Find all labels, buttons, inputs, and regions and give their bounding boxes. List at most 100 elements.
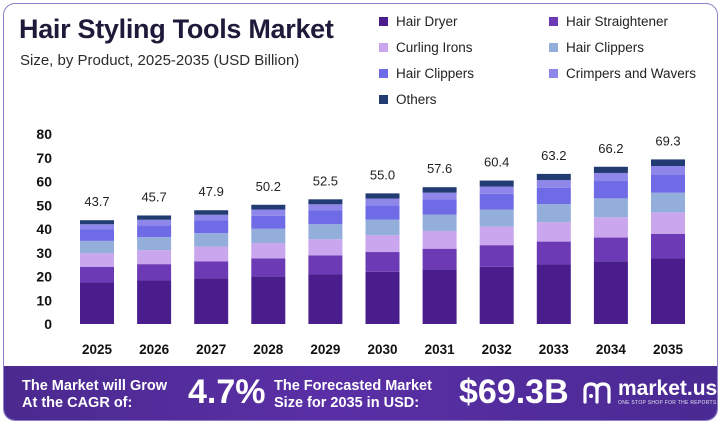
- legend-label: Curling Irons: [396, 40, 473, 55]
- bar-segment: [308, 204, 343, 211]
- bar-segment: [80, 220, 114, 225]
- bar-segment: [479, 226, 514, 246]
- bar-segment: [593, 198, 628, 218]
- bar-segment: [365, 252, 400, 272]
- bar-segment: [422, 187, 457, 193]
- bar-segment: [651, 166, 685, 175]
- total-data-label: 57.6: [427, 161, 452, 176]
- x-tick-label: 2027: [196, 342, 226, 357]
- bar-segment: [308, 210, 343, 225]
- x-tick-label: 2028: [253, 342, 284, 357]
- bar-segment: [651, 233, 685, 259]
- stacked-bar-chart: 0102030405060708043.7202545.7202647.9202…: [36, 126, 685, 357]
- legend-label: Hair Dryer: [396, 14, 458, 29]
- total-data-label: 43.7: [84, 194, 109, 209]
- bar-segment: [651, 212, 685, 234]
- bar-segment: [479, 186, 514, 194]
- bar-segment: [137, 219, 172, 226]
- total-data-label: 60.4: [484, 155, 509, 170]
- bar-segment: [479, 180, 514, 187]
- legend-item: Hair Clippers: [549, 40, 644, 55]
- legend-swatch: [379, 43, 388, 52]
- bar-segment: [137, 264, 172, 281]
- bar-segment: [422, 199, 457, 215]
- legend-swatch: [549, 17, 558, 26]
- y-tick-label: 40: [36, 221, 52, 237]
- legend-label: Others: [396, 92, 437, 107]
- bar-segment: [194, 220, 229, 234]
- y-tick-label: 30: [36, 245, 52, 261]
- legend-item: Curling Irons: [379, 40, 473, 55]
- bar-segment: [422, 230, 457, 249]
- bar-segment: [479, 209, 514, 227]
- bar-segment: [536, 180, 571, 188]
- bar-segment: [80, 224, 114, 230]
- x-tick-label: 2026: [139, 342, 170, 357]
- bar-segment: [308, 224, 343, 240]
- legend-item: Others: [379, 92, 437, 107]
- bar-segment: [251, 243, 286, 259]
- legend-item: Hair Straightener: [549, 14, 668, 29]
- cagr-caption-line1: The Market will Grow: [22, 378, 168, 394]
- total-data-label: 69.3: [655, 133, 680, 148]
- bar-segment: [365, 219, 400, 236]
- bar-segment: [308, 255, 343, 275]
- total-data-label: 45.7: [141, 189, 166, 204]
- bar-segment: [365, 205, 400, 220]
- y-tick-label: 10: [36, 292, 52, 308]
- x-tick-label: 2032: [482, 342, 512, 357]
- forecast-caption-line1: The Forecasted Market: [274, 378, 432, 394]
- forecast-caption: The Forecasted Market Size for 2035 in U…: [274, 378, 432, 412]
- chart-subtitle: Size, by Product, 2025-2035 (USD Billion…: [20, 52, 300, 69]
- legend-label: Hair Clippers: [566, 40, 645, 55]
- bar-segment: [194, 210, 229, 215]
- market-us-logo: market.us ONE STOP SHOP FOR THE REPORTS: [582, 378, 717, 406]
- bar-segment: [251, 258, 286, 277]
- bar-segment: [651, 159, 685, 167]
- bar-segment: [365, 193, 400, 199]
- bar-segment: [651, 258, 685, 324]
- bar-segment: [251, 228, 286, 244]
- y-tick-label: 20: [36, 269, 52, 285]
- forecast-value: $69.3B: [459, 373, 569, 411]
- legend-item: Hair Clippers: [379, 66, 474, 81]
- legend-swatch: [379, 17, 388, 26]
- bar-segment: [593, 172, 628, 182]
- total-data-label: 55.0: [370, 167, 395, 182]
- legend-label: Hair Straightener: [566, 14, 669, 29]
- bar-segment: [593, 237, 628, 262]
- legend-swatch: [549, 69, 558, 78]
- logo-mark-icon: [583, 381, 611, 404]
- x-tick-label: 2029: [310, 342, 340, 357]
- total-data-label: 47.9: [199, 184, 224, 199]
- total-data-label: 66.2: [598, 141, 623, 156]
- bar-segment: [194, 261, 229, 279]
- bar-segment: [536, 241, 571, 265]
- cagr-caption: The Market will Grow At the CAGR of:: [22, 378, 167, 412]
- bar-segment: [137, 215, 172, 220]
- logo-tagline: ONE STOP SHOP FOR THE REPORTS: [618, 400, 717, 406]
- legend-label: Crimpers and Wavers: [566, 66, 697, 81]
- cagr-caption-line2: At the CAGR of:: [22, 395, 133, 411]
- legend-swatch: [379, 69, 388, 78]
- bar-segment: [137, 225, 172, 238]
- x-tick-label: 2035: [653, 342, 684, 357]
- total-data-label: 50.2: [256, 179, 281, 194]
- legend-label: Hair Clippers: [396, 66, 475, 81]
- legend-item: Hair Dryer: [379, 14, 458, 29]
- bar-segment: [536, 173, 571, 181]
- bar-segment: [536, 187, 571, 205]
- bar-segment: [651, 174, 685, 193]
- y-tick-label: 60: [36, 174, 52, 190]
- bar-segment: [251, 209, 286, 216]
- bar-segment: [80, 253, 114, 267]
- x-tick-label: 2030: [367, 342, 397, 357]
- y-tick-label: 50: [36, 197, 52, 213]
- bar-segment: [194, 214, 229, 221]
- x-tick-label: 2031: [425, 342, 456, 357]
- bar-segment: [251, 276, 286, 324]
- chart-title: Hair Styling Tools Market: [19, 14, 334, 44]
- bar-segment: [593, 217, 628, 238]
- bar-segment: [365, 271, 400, 324]
- bar-segment: [194, 233, 229, 247]
